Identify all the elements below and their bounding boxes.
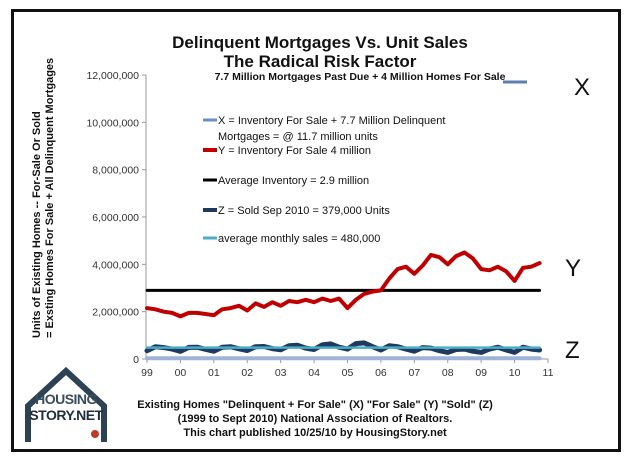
x-axis-label-line-1: Existing Homes "Delinquent + For Sale" (… — [137, 399, 493, 411]
x-tick-label: 00 — [175, 367, 187, 379]
x-tick-label: 04 — [308, 367, 320, 379]
x-tick-label: 07 — [408, 367, 420, 379]
x-axis-label-line-2: (1999 to Sept 2010) National Association… — [177, 413, 453, 425]
x-tick-label: 05 — [342, 367, 354, 379]
legend-entry-text: average monthly sales = 480,000 — [218, 233, 380, 245]
x-tick-label: 03 — [275, 367, 287, 379]
y-tick-label: 0 — [133, 354, 139, 366]
legend-entry-text: Average Inventory = 2.9 million — [218, 175, 369, 187]
y-tick-label: 10,000,000 — [86, 117, 139, 129]
x-axis-label-line-3: This chart published 10/25/10 by Housing… — [183, 427, 447, 439]
y-tick-label: 12,000,000 — [86, 70, 139, 82]
y-tick-label: 8,000,000 — [92, 165, 139, 177]
x-tick-label: 08 — [442, 367, 454, 379]
x-tick-label: 99 — [141, 367, 153, 379]
legend-entry-text: Y = Inventory For Sale 4 million — [218, 145, 371, 157]
x-tick-label: 10 — [509, 367, 521, 379]
logo-text-housing: HOUSING — [35, 391, 97, 407]
series-line-y — [145, 250, 542, 319]
x-tick-label: 02 — [241, 367, 253, 379]
chart-title: Delinquent Mortgages Vs. Unit Sales — [172, 33, 468, 52]
x-tick-label: 11 — [543, 367, 554, 379]
legend-entry-text: Z = Sold Sep 2010 = 379,000 Units — [218, 205, 390, 217]
legend-entry-text: Mortgages = @ 11.7 million units — [218, 131, 378, 143]
y-tick-label: 2,000,000 — [92, 307, 139, 319]
y-tick-label: 4,000,000 — [92, 259, 139, 271]
flower-icon — [91, 430, 99, 438]
chart-subtitle-2: 7.7 Million Mortgages Past Due + 4 Milli… — [214, 71, 506, 83]
x-tick-label: 01 — [208, 367, 220, 379]
house-icon — [25, 366, 107, 442]
chart-subtitle: The Radical Risk Factor — [223, 52, 417, 71]
y-tick-label: 6,000,000 — [92, 212, 139, 224]
series-annotation-x: X — [574, 74, 590, 101]
legend-entry-text: X = Inventory For Sale + 7.7 Million Del… — [218, 115, 445, 127]
housingstory-logo: HOUSING STORY.NET — [20, 366, 112, 444]
series-annotation-z: Z — [565, 337, 580, 364]
x-tick-label: 09 — [475, 367, 487, 379]
logo-text-story-net: STORY.NET — [29, 407, 103, 423]
x-tick-label: 06 — [375, 367, 387, 379]
series-annotation-y: Y — [565, 255, 581, 282]
